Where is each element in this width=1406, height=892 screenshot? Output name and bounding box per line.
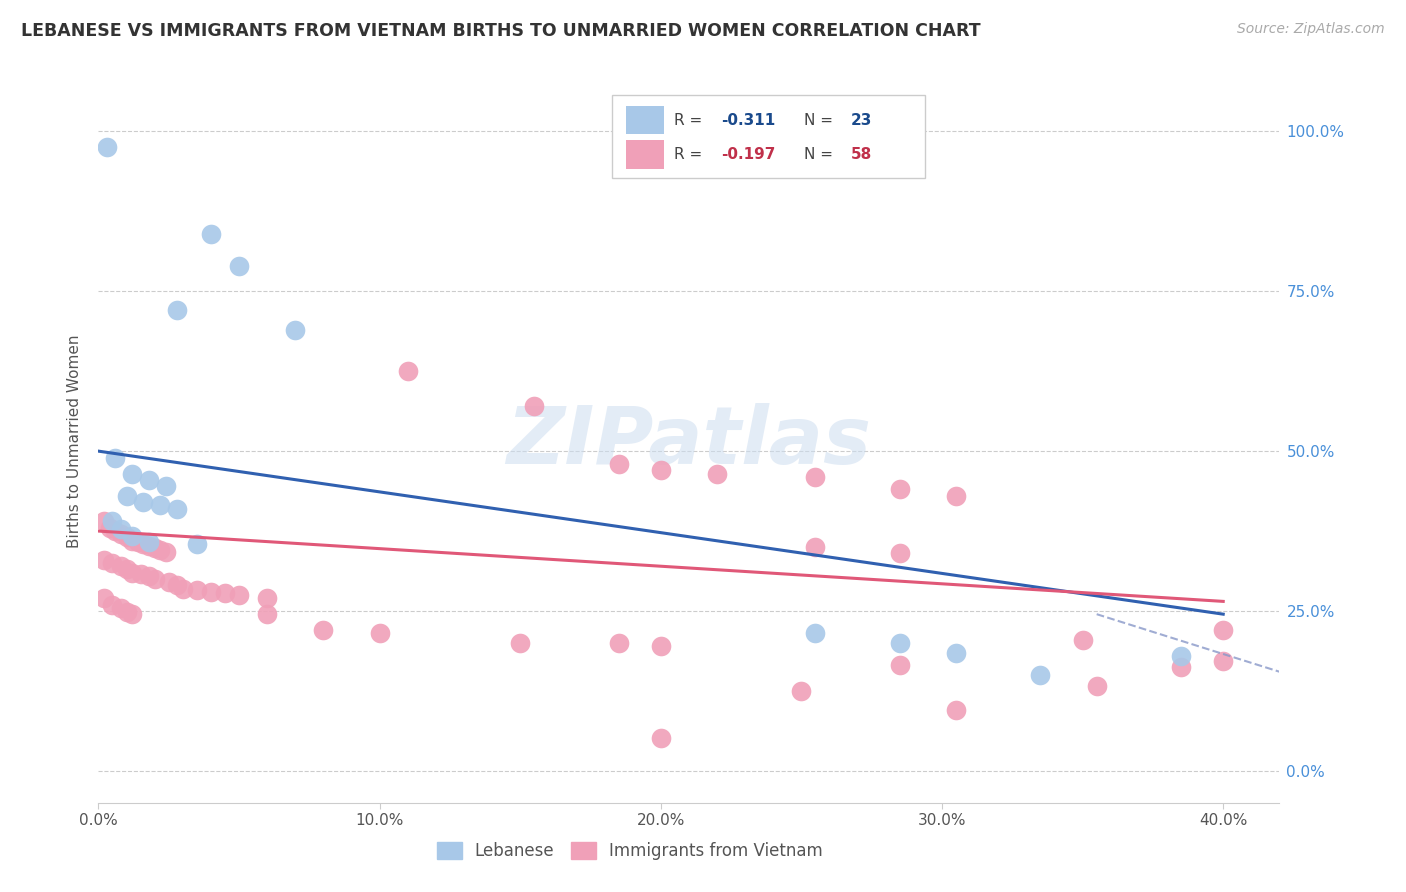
Point (945, 646, 967, 660)
Point (157, 575, 180, 590)
Point (121, 566, 143, 580)
Text: 58: 58 (851, 147, 872, 162)
Text: 23: 23 (851, 112, 872, 128)
Point (945, 489, 967, 503)
Point (143, 572, 166, 586)
Point (149, 499, 172, 513)
Point (101, 556, 124, 570)
Point (93, 515, 115, 529)
Point (132, 537, 155, 551)
Point (104, 524, 127, 538)
Point (312, 623, 335, 637)
Point (368, 626, 391, 640)
Point (396, 364, 419, 378)
Point (121, 533, 143, 548)
Point (607, 636, 630, 650)
Point (101, 598, 124, 612)
Text: R =: R = (673, 147, 707, 162)
Point (889, 483, 911, 497)
Point (607, 457, 630, 471)
Point (256, 607, 278, 622)
Point (228, 259, 250, 273)
Point (706, 467, 728, 481)
Point (121, 607, 143, 622)
Point (166, 303, 188, 318)
Point (115, 531, 138, 545)
Point (1212, 623, 1234, 637)
Legend: Lebanese, Immigrants from Vietnam: Lebanese, Immigrants from Vietnam (430, 835, 830, 867)
Point (1071, 632, 1094, 647)
Point (214, 586, 236, 600)
Point (186, 537, 208, 551)
Point (166, 501, 188, 516)
Point (804, 540, 827, 554)
Point (110, 522, 132, 536)
Point (284, 323, 307, 337)
Point (1170, 660, 1192, 674)
Point (110, 559, 132, 574)
Text: ZIPatlas: ZIPatlas (506, 402, 872, 481)
Point (1029, 668, 1052, 682)
Point (143, 541, 166, 556)
Y-axis label: Births to Unmarried Women: Births to Unmarried Women (67, 334, 83, 549)
Point (172, 582, 194, 596)
Point (138, 539, 160, 553)
Point (889, 658, 911, 673)
Point (155, 545, 177, 559)
Point (650, 463, 672, 477)
FancyBboxPatch shape (612, 95, 925, 178)
Point (186, 582, 208, 597)
Point (98, 521, 121, 535)
Text: N =: N = (803, 147, 838, 162)
Point (101, 515, 124, 529)
Point (121, 528, 143, 542)
Text: -0.311: -0.311 (721, 112, 775, 128)
Point (138, 473, 160, 487)
Point (256, 591, 278, 606)
Point (155, 479, 177, 493)
Point (228, 588, 250, 602)
Point (93, 591, 115, 606)
Text: Source: ZipAtlas.com: Source: ZipAtlas.com (1237, 22, 1385, 37)
Text: R =: R = (673, 112, 707, 128)
Point (166, 578, 188, 592)
Point (127, 535, 149, 549)
Point (804, 626, 827, 640)
Point (1212, 654, 1234, 668)
Point (945, 703, 967, 717)
Point (790, 684, 813, 698)
Point (523, 400, 546, 414)
Text: -0.197: -0.197 (721, 147, 775, 162)
Point (1085, 680, 1108, 694)
Point (1170, 648, 1192, 663)
Point (200, 227, 222, 241)
Point (138, 569, 160, 583)
Point (115, 489, 138, 503)
Point (115, 605, 138, 619)
Point (132, 495, 155, 509)
Point (138, 535, 160, 549)
Point (509, 636, 531, 650)
Bar (626, 105, 664, 135)
Point (104, 450, 127, 465)
Bar (626, 140, 664, 169)
Point (129, 566, 152, 581)
Point (650, 731, 672, 745)
Point (200, 584, 222, 599)
Point (110, 600, 132, 615)
Point (121, 467, 143, 481)
Text: N =: N = (803, 112, 838, 128)
Text: LEBANESE VS IMMIGRANTS FROM VIETNAM BIRTHS TO UNMARRIED WOMEN CORRELATION CHART: LEBANESE VS IMMIGRANTS FROM VIETNAM BIRT… (21, 22, 981, 40)
Point (149, 543, 172, 558)
Point (96, 140, 118, 154)
Point (804, 469, 827, 483)
Point (650, 639, 672, 653)
Point (110, 527, 132, 541)
Point (889, 546, 911, 560)
Point (93, 553, 115, 567)
Point (889, 636, 911, 650)
Point (115, 562, 138, 576)
